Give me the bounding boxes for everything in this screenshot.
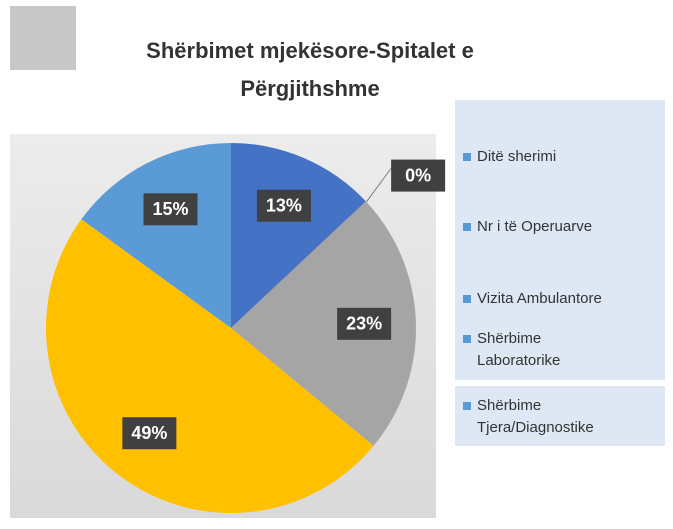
legend-marker bbox=[463, 295, 471, 303]
legend-item: Ditë sherimi bbox=[463, 146, 627, 168]
data-label-box bbox=[143, 193, 198, 226]
data-label: 15% bbox=[153, 199, 189, 219]
data-label-box bbox=[122, 417, 177, 450]
data-label-box bbox=[337, 307, 392, 340]
placeholder-image bbox=[10, 6, 76, 70]
chart-title: Shërbimet mjekësore-Spitalet e Përgjiths… bbox=[146, 38, 474, 101]
legend-label: Vizita Ambulantore bbox=[477, 290, 602, 307]
legend-marker bbox=[463, 335, 471, 343]
pie-slice bbox=[231, 143, 366, 328]
legend-label: Ditë sherimi bbox=[477, 148, 557, 165]
data-label-box bbox=[256, 189, 311, 222]
pie-slice bbox=[81, 143, 232, 328]
legend-separator bbox=[455, 380, 665, 386]
legend-item: Nr i të Operuarve bbox=[463, 216, 627, 238]
legend-item: Shërbime Tjera/Diagnostike bbox=[463, 395, 627, 439]
legend: Ditë sherimi Nr i të Operuarve Vizita Ambu… bbox=[455, 100, 665, 446]
data-label: 23% bbox=[346, 314, 382, 334]
legend-item: Shërbime Laboratorike bbox=[463, 328, 627, 372]
legend-marker bbox=[463, 153, 471, 161]
data-label: 13% bbox=[266, 196, 302, 216]
pie-slice bbox=[231, 201, 417, 446]
legend-label: Shërbime Tjera/Diagnostike bbox=[477, 397, 594, 436]
data-label-box bbox=[391, 159, 446, 192]
legend-marker bbox=[463, 402, 471, 410]
legend-item: Vizita Ambulantore bbox=[463, 288, 627, 310]
legend-label: Nr i të Operuarve bbox=[477, 218, 593, 235]
legend-label: Shërbime Laboratorike bbox=[477, 330, 561, 369]
legend-marker bbox=[463, 223, 471, 231]
data-label: 0% bbox=[405, 165, 431, 185]
data-label: 49% bbox=[131, 423, 167, 443]
